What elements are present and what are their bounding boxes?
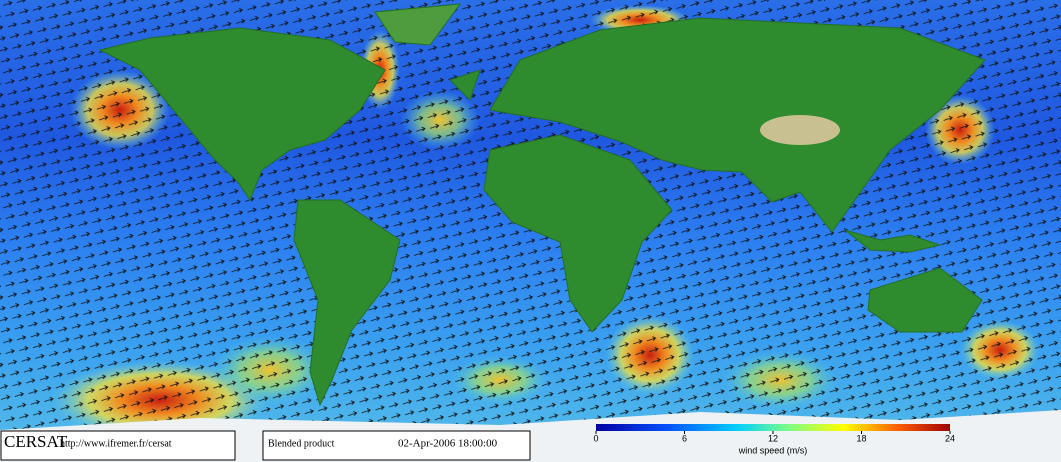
colorbar: wind speed (m/s) 0 6 12 18 24 [593,424,955,455]
continents [98,3,986,407]
timestamp: 02-Apr-2006 18:00:00 [398,438,498,450]
footer: CERSAT http://www.ifremer.fr/cersat Blen… [0,430,531,461]
product: Blended product [268,438,335,449]
plateau [760,115,840,145]
colorbar-tick-label: 0 [593,433,598,443]
colorbar-label: wind speed (m/s) [738,445,808,455]
colorbar-tick-label: 12 [768,433,778,443]
colorbar-tick-label: 24 [945,433,955,443]
colorbar-scale [596,424,950,431]
colorbar-tick-label: 18 [856,433,866,443]
logo-box [0,430,236,461]
logo: CERSAT [4,432,68,451]
url: http://www.ifremer.fr/cersat [60,438,172,449]
product-box [262,430,531,461]
colorbar-tick-label: 6 [682,433,687,443]
